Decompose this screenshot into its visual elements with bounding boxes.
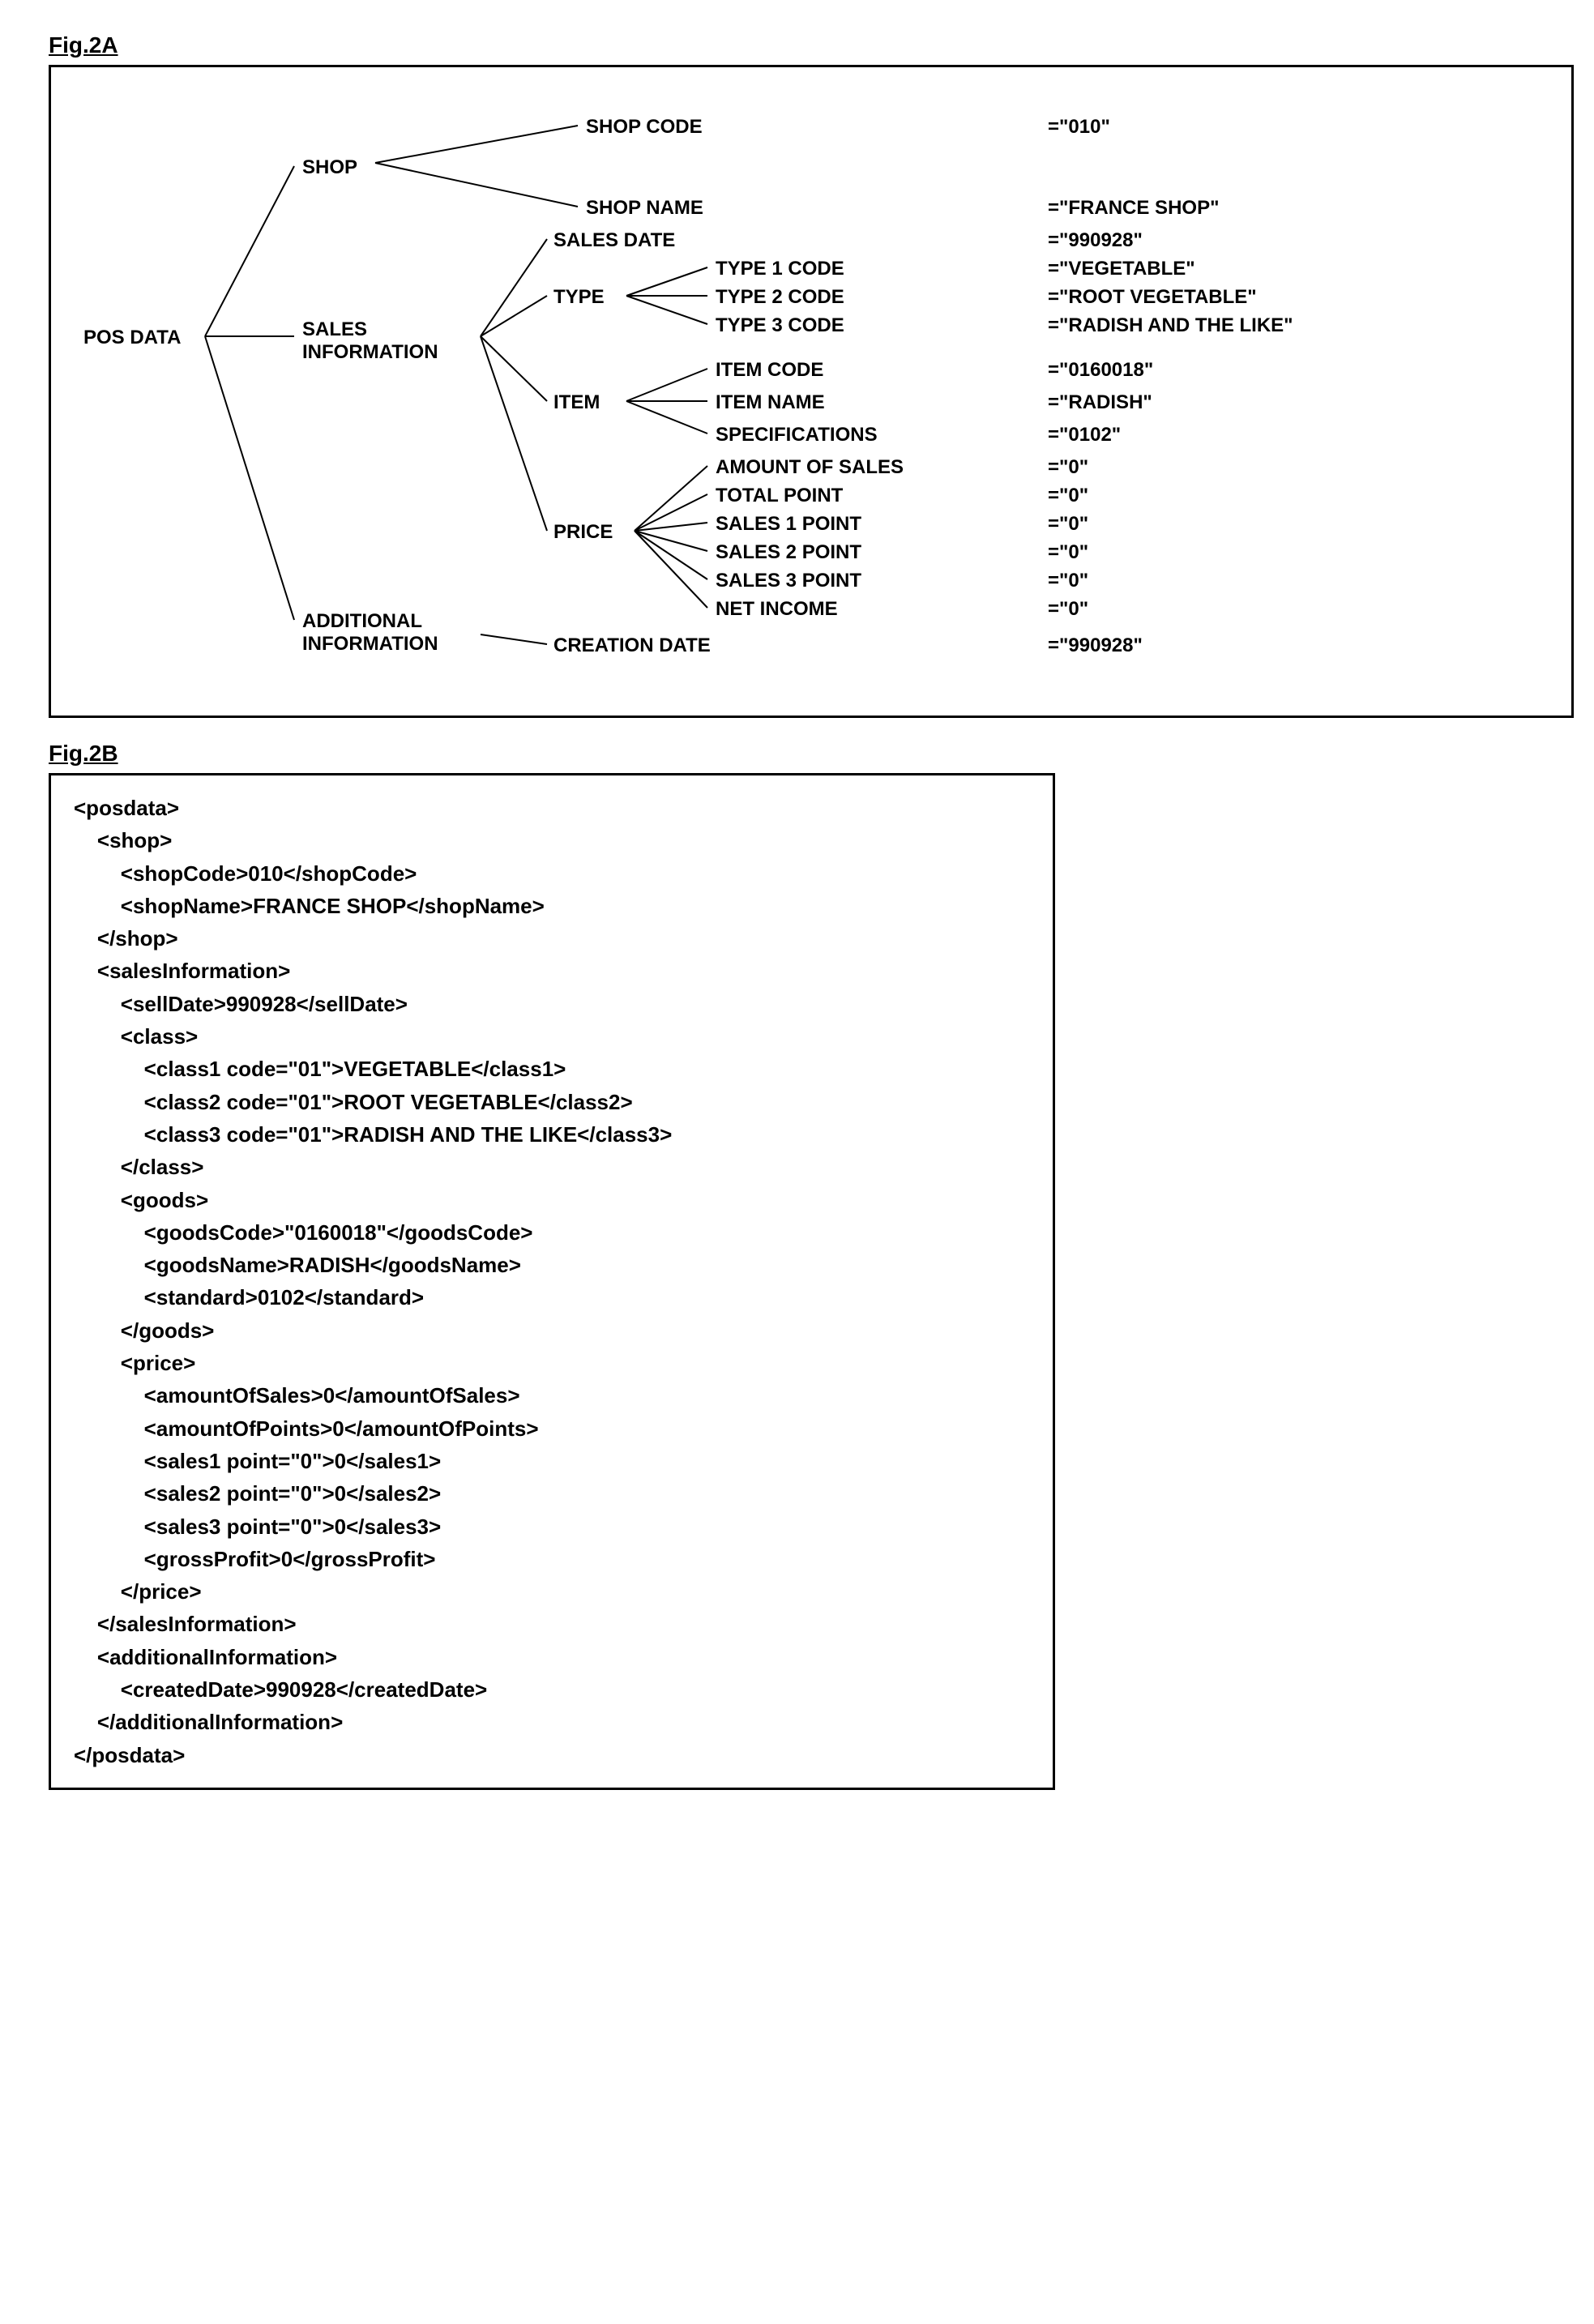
tree-node-net_inc: NET INCOME	[716, 598, 838, 621]
xml-line-16: </goods>	[74, 1314, 1030, 1347]
tree-node-addl: ADDITIONALINFORMATION	[302, 610, 438, 656]
xml-line-26: <additionalInformation>	[74, 1641, 1030, 1673]
xml-line-8: <class1 code="01">VEGETABLE</class1>	[74, 1053, 1030, 1085]
tree-node-shop: SHOP	[302, 156, 357, 179]
tree-value-item_name: ="RADISH"	[1048, 391, 1152, 414]
tree-value-type3: ="RADISH AND THE LIKE"	[1048, 314, 1293, 337]
xml-line-25: </salesInformation>	[74, 1608, 1030, 1640]
tree-value-creation: ="990928"	[1048, 634, 1143, 657]
xml-line-22: <sales3 point="0">0</sales3>	[74, 1510, 1030, 1543]
tree-node-item: ITEM	[553, 391, 600, 414]
xml-line-0: <posdata>	[74, 792, 1030, 824]
xml-line-2: <shopCode>010</shopCode>	[74, 857, 1030, 890]
xml-line-11: </class>	[74, 1151, 1030, 1183]
figure-b-panel: <posdata> <shop> <shopCode>010</shopCode…	[49, 773, 1055, 1790]
tree-node-s3_point: SALES 3 POINT	[716, 570, 861, 592]
xml-line-10: <class3 code="01">RADISH AND THE LIKE</c…	[74, 1118, 1030, 1151]
tree-value-tot_point: ="0"	[1048, 485, 1088, 507]
tree-value-amt_sales: ="0"	[1048, 456, 1088, 479]
figure-a-panel: POS DATA SHOP SALESINFORMATION ADDITIONALIN…	[49, 65, 1574, 718]
tree-node-sales_date: SALES DATE	[553, 229, 675, 252]
xml-line-27: <createdDate>990928</createdDate>	[74, 1673, 1030, 1706]
xml-line-6: <sellDate>990928</sellDate>	[74, 988, 1030, 1020]
tree-node-shop_name: SHOP NAME	[586, 197, 703, 220]
xml-line-3: <shopName>FRANCE SHOP</shopName>	[74, 890, 1030, 922]
tree-node-tot_point: TOTAL POINT	[716, 485, 843, 507]
xml-line-28: </additionalInformation>	[74, 1706, 1030, 1738]
xml-line-14: <goodsName>RADISH</goodsName>	[74, 1249, 1030, 1281]
xml-line-24: </price>	[74, 1575, 1030, 1608]
xml-line-23: <grossProfit>0</grossProfit>	[74, 1543, 1030, 1575]
xml-line-21: <sales2 point="0">0</sales2>	[74, 1477, 1030, 1510]
tree-node-item_name: ITEM NAME	[716, 391, 825, 414]
xml-line-20: <sales1 point="0">0</sales1>	[74, 1445, 1030, 1477]
xml-line-19: <amountOfPoints>0</amountOfPoints>	[74, 1412, 1030, 1445]
figure-a-label: Fig.2A	[49, 32, 1545, 58]
tree-value-s3_point: ="0"	[1048, 570, 1088, 592]
tree-node-s1_point: SALES 1 POINT	[716, 513, 861, 536]
tree-node-type3: TYPE 3 CODE	[716, 314, 844, 337]
tree-value-shop_code: ="010"	[1048, 116, 1110, 139]
xml-line-12: <goods>	[74, 1184, 1030, 1216]
tree-value-type2: ="ROOT VEGETABLE"	[1048, 286, 1257, 309]
xml-line-9: <class2 code="01">ROOT VEGETABLE</class2…	[74, 1086, 1030, 1118]
tree-node-specs: SPECIFICATIONS	[716, 424, 878, 446]
xml-line-7: <class>	[74, 1020, 1030, 1053]
tree-node-s2_point: SALES 2 POINT	[716, 541, 861, 564]
tree-value-sales_date: ="990928"	[1048, 229, 1143, 252]
xml-line-4: </shop>	[74, 922, 1030, 955]
tree-node-amt_sales: AMOUNT OF SALES	[716, 456, 904, 479]
tree-node-sales: SALESINFORMATION	[302, 318, 438, 364]
xml-line-29: </posdata>	[74, 1739, 1030, 1771]
tree-node-type2: TYPE 2 CODE	[716, 286, 844, 309]
tree-node-type: TYPE	[553, 286, 605, 309]
tree-value-item_code: ="0160018"	[1048, 359, 1153, 382]
xml-line-1: <shop>	[74, 824, 1030, 857]
xml-line-15: <standard>0102</standard>	[74, 1281, 1030, 1314]
tree-value-type1: ="VEGETABLE"	[1048, 258, 1195, 280]
xml-line-17: <price>	[74, 1347, 1030, 1379]
tree-node-price: PRICE	[553, 521, 613, 544]
tree-value-s2_point: ="0"	[1048, 541, 1088, 564]
tree-value-net_inc: ="0"	[1048, 598, 1088, 621]
tree-node-root: POS DATA	[83, 327, 181, 349]
tree-value-specs: ="0102"	[1048, 424, 1121, 446]
tree-node-creation: CREATION DATE	[553, 634, 711, 657]
xml-line-18: <amountOfSales>0</amountOfSales>	[74, 1379, 1030, 1412]
xml-line-5: <salesInformation>	[74, 955, 1030, 987]
tree-node-type1: TYPE 1 CODE	[716, 258, 844, 280]
tree-node-shop_code: SHOP CODE	[586, 116, 703, 139]
figure-b-label: Fig.2B	[49, 741, 1545, 767]
tree-node-item_code: ITEM CODE	[716, 359, 823, 382]
tree-value-s1_point: ="0"	[1048, 513, 1088, 536]
xml-line-13: <goodsCode>"0160018"</goodsCode>	[74, 1216, 1030, 1249]
tree-value-shop_name: ="FRANCE SHOP"	[1048, 197, 1219, 220]
